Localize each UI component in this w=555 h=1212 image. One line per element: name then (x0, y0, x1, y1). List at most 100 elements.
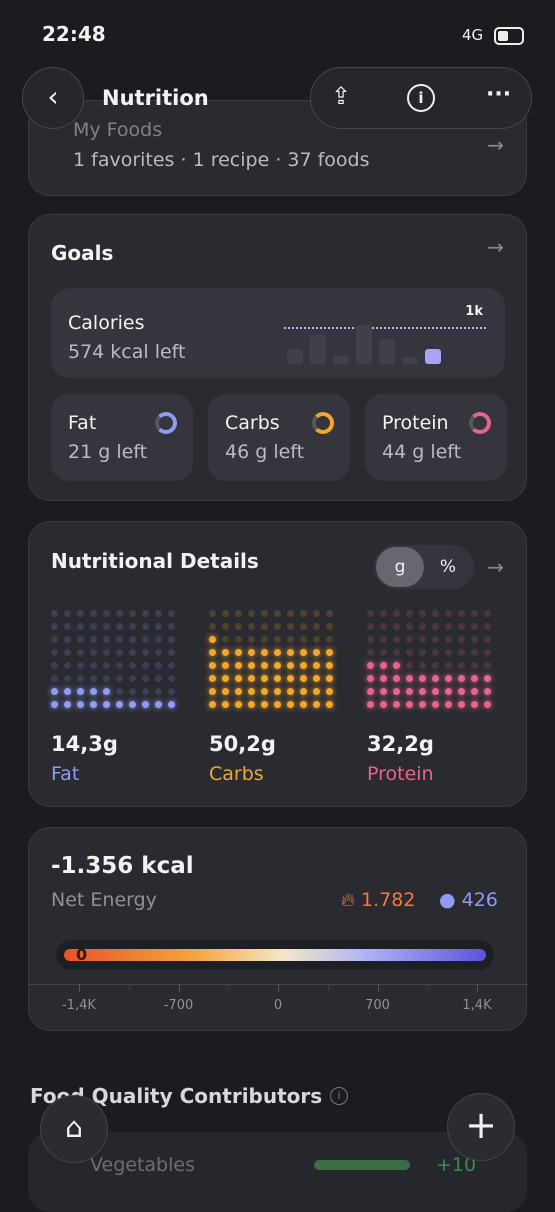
dot (419, 649, 426, 656)
dot-lit (222, 675, 229, 682)
dot (406, 623, 413, 630)
dot-lit (51, 688, 58, 695)
food-score: +10 (436, 1154, 477, 1176)
dot (313, 623, 320, 630)
unit-option[interactable]: g (376, 547, 424, 587)
dot (367, 610, 374, 617)
dot-lit (129, 701, 136, 708)
dot-lit (222, 688, 229, 695)
dot (380, 610, 387, 617)
info-icon[interactable]: i (330, 1087, 348, 1105)
food-quality-row[interactable]: Vegetables +10 (28, 1132, 527, 1212)
dot-lit (274, 701, 281, 708)
day-bar (287, 349, 303, 364)
dot-lit (432, 701, 439, 708)
dot-lit (222, 701, 229, 708)
calories-label: Calories (68, 312, 145, 334)
dot-lit (116, 701, 123, 708)
my-foods-summary: 1 favorites · 1 recipe · 37 foods (73, 149, 370, 171)
status-network: 4G (462, 26, 484, 44)
dot-lit (103, 688, 110, 695)
macro-amount: 50,2g (209, 732, 276, 756)
back-button[interactable]: ‹ (22, 67, 84, 129)
dot-lit (248, 675, 255, 682)
macro-amount: 32,2g (367, 732, 434, 756)
dot-lit (458, 675, 465, 682)
favorites-count: 1 favorites (73, 149, 175, 171)
dot-lit (484, 688, 491, 695)
dot (77, 675, 84, 682)
add-button[interactable]: + (447, 1093, 515, 1161)
macro-label: Fat (51, 763, 80, 785)
energy-track: 0 (56, 940, 494, 970)
dot (406, 649, 413, 656)
dot (274, 610, 281, 617)
dot (129, 675, 136, 682)
dot (51, 675, 58, 682)
net-energy-card[interactable]: -1.356 kcal Net Energy 🔥︎ 1.782 ● 426 0 … (28, 827, 528, 1031)
my-foods-title: My Foods (73, 119, 163, 141)
dot-lit (155, 701, 162, 708)
dot (432, 662, 439, 669)
dot (116, 688, 123, 695)
dot (168, 636, 175, 643)
dot-lit (261, 701, 268, 708)
dot (274, 636, 281, 643)
goals-card[interactable]: Goals → Calories 574 kcal left 1k Fat 21 … (28, 214, 527, 501)
dot-lit (209, 662, 216, 669)
dot-lit (261, 649, 268, 656)
more-button[interactable]: ··· (486, 82, 512, 107)
dot (432, 623, 439, 630)
dot-lit (248, 701, 255, 708)
dot-lit (103, 701, 110, 708)
dot (445, 623, 452, 630)
info-button[interactable]: i (407, 84, 435, 112)
dot (168, 675, 175, 682)
dot-lit (261, 662, 268, 669)
scale-label: 1,4K (462, 998, 492, 1013)
macro-name: Carbs (225, 412, 280, 434)
dot-lit (432, 688, 439, 695)
dot-lit (287, 675, 294, 682)
unit-option[interactable]: % (439, 557, 457, 577)
calories-chart-max: 1k (465, 304, 483, 319)
dot (116, 649, 123, 656)
dot (471, 636, 478, 643)
net-energy-value: -1.356 kcal (51, 853, 194, 879)
dot-lit (458, 701, 465, 708)
dot (64, 636, 71, 643)
dot-lit (419, 675, 426, 682)
dot (261, 610, 268, 617)
dot (471, 649, 478, 656)
dot-lit (458, 688, 465, 695)
dot (261, 623, 268, 630)
dot (90, 649, 97, 656)
score-bar (314, 1160, 410, 1170)
dot (419, 636, 426, 643)
arrow-icon: → (487, 133, 504, 157)
dot-lit (235, 688, 242, 695)
dot-lit (287, 701, 294, 708)
dot-lit (393, 688, 400, 695)
burned: 🔥︎ 1.782 (341, 889, 416, 911)
dot (419, 662, 426, 669)
dot (103, 662, 110, 669)
dot-lit (90, 688, 97, 695)
header: ‹ Nutrition ⇪ i ··· (22, 67, 532, 129)
share-button[interactable]: ⇪ (331, 82, 352, 110)
dot-lit (326, 649, 333, 656)
dot (142, 623, 149, 630)
home-button[interactable]: ⌂ (40, 1095, 108, 1163)
dot (393, 623, 400, 630)
scale-tick (178, 984, 180, 992)
consumed: ● 426 (439, 889, 498, 911)
dot-lit (77, 688, 84, 695)
dot (77, 649, 84, 656)
dot (484, 623, 491, 630)
dot (222, 636, 229, 643)
nutritional-details-card[interactable]: Nutritional Details g% → 14,3g Fat 50,2g Ca… (28, 521, 527, 807)
dot-lit (445, 701, 452, 708)
dot-lit (432, 675, 439, 682)
arrow-icon: → (487, 235, 504, 259)
dot-lit (445, 675, 452, 682)
